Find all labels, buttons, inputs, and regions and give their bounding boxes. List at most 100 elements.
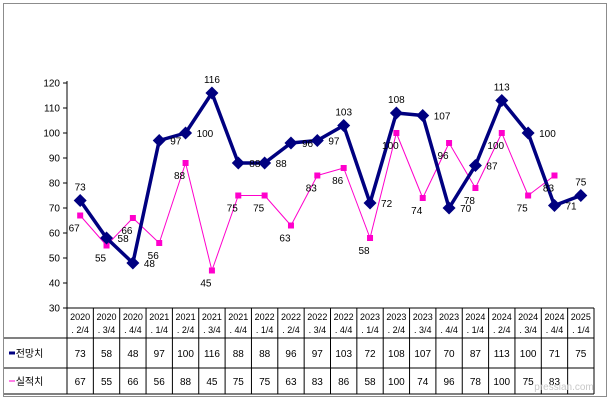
table-cell-actual: 75 <box>259 377 271 388</box>
x-category-label: . 2/4 <box>282 325 300 335</box>
table-cell-actual: 63 <box>285 377 297 388</box>
table-cell-actual: 88 <box>180 377 192 388</box>
series-2-point <box>103 242 110 249</box>
series-1-point <box>205 86 219 100</box>
watermark-text: pressian.com <box>534 382 593 393</box>
table-cell-actual: 96 <box>444 377 456 388</box>
x-category-label: . 2/4 <box>388 325 406 335</box>
x-category-label: 2021 <box>228 312 248 322</box>
x-category-label: . 1/4 <box>256 325 274 335</box>
y-tick-label: 50 <box>49 254 61 265</box>
table-cell-actual: 56 <box>154 377 166 388</box>
series-1-point <box>416 109 430 122</box>
series-1-point <box>100 231 114 245</box>
series-line-2 <box>79 132 555 271</box>
y-tick-label: 30 <box>49 304 61 315</box>
series-2-point <box>287 222 294 229</box>
series-2-data-label: 63 <box>279 234 291 245</box>
x-category-label: 2022 <box>334 312 354 322</box>
series-1-point <box>495 94 509 107</box>
series-2-data-label: 45 <box>200 279 212 290</box>
table-cell-forecast: 108 <box>388 349 405 360</box>
x-category-label: 2023 <box>386 312 406 322</box>
x-category-label: . 1/4 <box>361 325 379 335</box>
series-1-data-label: 96 <box>302 139 314 150</box>
x-category-label: . 3/4 <box>98 325 116 335</box>
series-line-1 <box>78 91 582 265</box>
table-cell-actual: 83 <box>549 377 561 388</box>
series-1-data-label: 75 <box>575 178 587 189</box>
series-1-data-label: 58 <box>118 234 130 245</box>
series-2-point <box>419 195 426 201</box>
x-category-label: . 4/4 <box>230 325 248 335</box>
x-category-label: 2022 <box>307 312 327 322</box>
x-category-label: 2020 <box>70 312 90 322</box>
x-category-label: 2024 <box>518 312 538 322</box>
y-tick-label: 120 <box>43 79 60 90</box>
table-cell-forecast: 88 <box>259 349 271 360</box>
chart-frame: 30 40 50 60 70 80 90 100 110 120 2020 . 2/4 2020 . 3/… <box>3 3 607 397</box>
x-category-label: . 4/4 <box>546 325 564 335</box>
y-tick-label: 60 <box>49 229 61 240</box>
table-cell-forecast: 48 <box>127 349 139 360</box>
table-cell-forecast: 97 <box>312 349 324 360</box>
table-cell-actual: 67 <box>75 377 87 388</box>
x-category-label: . 2/4 <box>71 325 89 335</box>
table-cell-forecast: 73 <box>75 349 87 360</box>
table-cell-forecast: 116 <box>204 349 220 360</box>
y-tick-label: 100 <box>43 129 60 140</box>
series-1-point <box>574 189 588 202</box>
table-cell-actual: 58 <box>364 377 376 388</box>
series-1-point <box>337 119 351 132</box>
table-cell-forecast: 88 <box>233 349 245 360</box>
series-1-point <box>389 106 403 120</box>
x-category-label: . 4/4 <box>440 325 458 335</box>
series-1-point <box>310 134 324 147</box>
x-category-label: 2023 <box>439 312 459 322</box>
series-2-data-label: 100 <box>487 141 504 152</box>
x-category-label: . 3/4 <box>519 325 537 335</box>
table-cell-actual: 74 <box>417 377 429 388</box>
series-2-point <box>446 140 453 146</box>
y-tick-label: 80 <box>49 179 61 190</box>
table-cell-forecast: 71 <box>549 349 561 360</box>
series-1-point <box>521 126 535 140</box>
x-category-label: . 1/4 <box>572 325 590 335</box>
x-category-label: . 3/4 <box>414 325 432 335</box>
table-cell-forecast: 72 <box>364 349 376 360</box>
x-category-label: 2024 <box>492 312 512 322</box>
x-category-label: . 2/4 <box>493 325 511 335</box>
series-1-data-label: 113 <box>494 83 510 94</box>
series-1-point <box>547 199 561 212</box>
x-category-label: 2021 <box>149 312 169 322</box>
series-2-point <box>472 185 479 191</box>
series-1-data-label: 73 <box>75 183 87 194</box>
table-cell-forecast: 87 <box>470 349 482 360</box>
table-cell-forecast: 100 <box>177 349 194 360</box>
table-cell-actual: 100 <box>493 377 510 388</box>
series-1-data-label: 88 <box>276 159 288 170</box>
series-2-point <box>235 192 242 199</box>
x-category-label: 2023 <box>360 312 380 322</box>
series-2-data-label: 67 <box>69 224 81 235</box>
series-2-point <box>314 172 321 179</box>
series-2-data-label: 96 <box>438 151 450 162</box>
series-1-data-label: 88 <box>249 159 261 170</box>
series-1-data-label: 97 <box>170 137 182 148</box>
table-cell-forecast: 96 <box>285 349 297 360</box>
table-row-header-actual: 실적치 <box>16 376 44 388</box>
x-category-label: . 4/4 <box>124 325 142 335</box>
table-cell-forecast: 75 <box>575 349 587 360</box>
x-category-label: . 3/4 <box>203 325 221 335</box>
table-cell-forecast: 103 <box>335 349 352 360</box>
series-2-point <box>129 215 136 221</box>
table-cell-actual: 83 <box>312 377 324 388</box>
x-category-label: 2022 <box>281 312 301 322</box>
series-2-data-label: 100 <box>382 141 399 152</box>
series-2-point <box>340 165 347 171</box>
series-1-data-label: 70 <box>460 204 472 215</box>
table-cell-actual: 66 <box>127 377 139 388</box>
y-tick-label: 70 <box>49 204 61 215</box>
series-2-point <box>551 172 558 179</box>
table-cell-actual: 75 <box>523 377 535 388</box>
